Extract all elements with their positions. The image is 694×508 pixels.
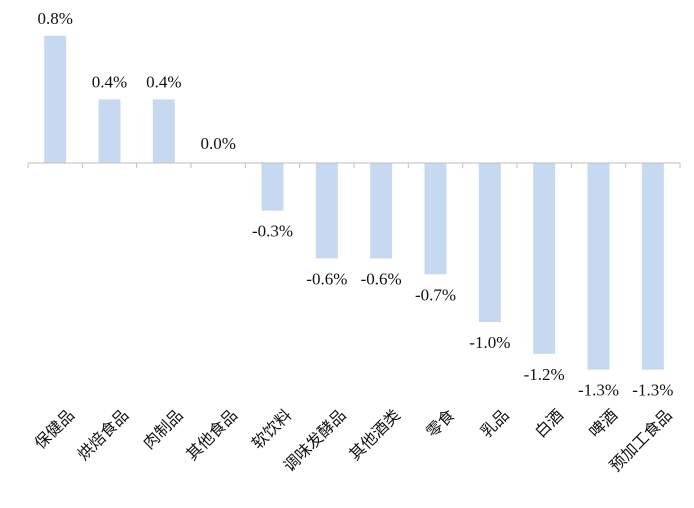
bar [533, 163, 556, 354]
category-label: 软饮料 [248, 405, 295, 452]
category-label: 肉制品 [139, 405, 186, 452]
data-labels-group: 0.8% 0.4% 0.4% 0.0% -0.3% -0.6% -0.6% -0.7% -1.0… [37, 9, 673, 400]
category-label: 其他酒类 [345, 405, 404, 464]
category-label: 烘焙食品 [74, 405, 133, 464]
category-label: 保健品 [31, 405, 78, 452]
data-label: -0.3% [252, 222, 293, 241]
bar [152, 99, 175, 163]
bar [44, 35, 67, 163]
data-label: -1.3% [632, 381, 673, 400]
category-label: 零食 [422, 405, 458, 441]
data-label: 0.0% [200, 134, 235, 153]
data-label: -0.6% [306, 269, 347, 288]
bar [315, 163, 338, 259]
bar [261, 163, 284, 211]
data-label: -0.6% [361, 269, 402, 288]
bar [587, 163, 610, 370]
bars-group [44, 35, 664, 370]
data-label: -1.3% [578, 381, 619, 400]
bar [370, 163, 393, 259]
data-label: -0.7% [415, 285, 456, 304]
bar [478, 163, 501, 322]
x-axis-ticks [27, 163, 681, 168]
data-label: 0.4% [92, 72, 127, 91]
data-label: 0.4% [146, 72, 181, 91]
bar [98, 99, 121, 163]
category-label: 其他食品 [182, 405, 241, 464]
category-label: 啤酒 [585, 405, 621, 441]
bar [424, 163, 447, 275]
category-label: 乳品 [477, 405, 513, 441]
data-label: -1.2% [524, 365, 565, 384]
data-label: 0.8% [37, 9, 72, 28]
data-label: -1.0% [469, 333, 510, 352]
bar [641, 163, 664, 370]
category-label: 白酒 [531, 405, 567, 441]
